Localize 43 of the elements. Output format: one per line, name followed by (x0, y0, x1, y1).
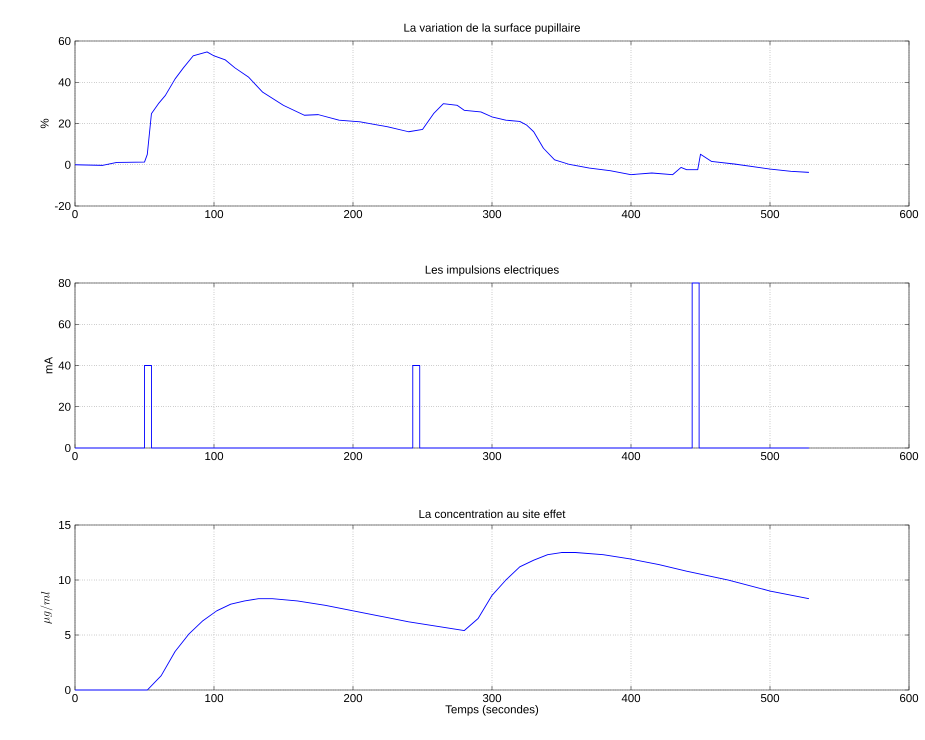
y-tick-label: 5 (65, 631, 70, 639)
y-tick-label: -20 (54, 202, 71, 210)
y-tick-label: 60 (58, 320, 71, 328)
x-tick-label: 600 (900, 694, 918, 702)
y-axis-title: % (40, 118, 49, 128)
x-tick-label: 100 (205, 210, 224, 218)
y-tick-label: 0 (65, 160, 71, 169)
x-tick-label: 400 (622, 210, 640, 218)
x-tick-label: 600 (900, 210, 918, 218)
y-tick-label: 0 (65, 444, 71, 452)
x-tick-label: 200 (344, 210, 362, 218)
y-axis-title: $\mu g/ml$ (40, 592, 52, 624)
y-tick-label: 20 (58, 402, 71, 411)
chart-title: Les impulsions electriques (426, 265, 559, 276)
chart-title: La concentration au site effet (419, 510, 566, 518)
x-tick-label: 300 (482, 210, 502, 218)
y-tick-label: 80 (58, 278, 71, 288)
x-tick-label: 500 (760, 694, 780, 702)
x-tick-label: 400 (622, 694, 640, 702)
y-tick-label: 10 (59, 576, 71, 584)
y-tick-label: 15 (59, 521, 70, 529)
x-tick-label: 500 (760, 210, 780, 218)
x-tick-label: 0 (72, 210, 78, 218)
x-tick-label: 500 (760, 452, 780, 460)
x-tick-label: 400 (622, 452, 640, 460)
chart-title: La variation de la surface pupillaire (404, 23, 580, 34)
x-tick-label: 100 (205, 694, 224, 702)
x-tick-label: 0 (72, 452, 78, 460)
x-tick-label: 200 (344, 694, 362, 702)
y-tick-label: 40 (58, 361, 71, 370)
x-tick-label: 600 (900, 452, 918, 460)
y-tick-label: 0 (65, 686, 71, 694)
y-axis-title: mA (44, 356, 52, 374)
y-tick-label: 20 (58, 119, 71, 128)
y-tick-label: 60 (58, 36, 71, 46)
x-tick-label: 0 (72, 694, 78, 702)
y-tick-label: 40 (58, 78, 71, 86)
x-tick-label: 200 (344, 452, 362, 460)
x-tick-label: 300 (482, 694, 502, 702)
line-series (74, 51, 810, 176)
x-tick-label: 300 (482, 452, 502, 460)
x-axis-title: Temps (secondes) (445, 704, 538, 716)
x-tick-label: 100 (205, 452, 224, 460)
